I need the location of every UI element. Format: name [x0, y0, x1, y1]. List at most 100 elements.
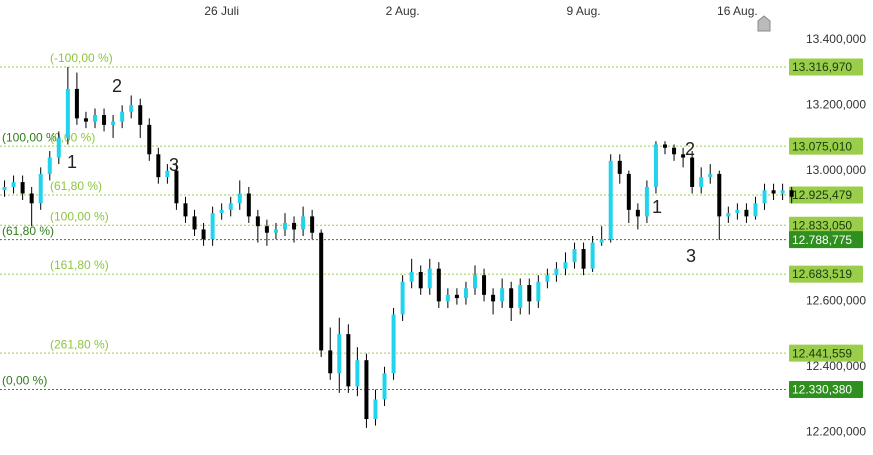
fib-label: (0,00 %): [2, 374, 47, 388]
candle-body: [373, 399, 378, 420]
candle-body: [771, 190, 776, 194]
y-tick-label: 12.400,000: [806, 359, 866, 373]
price-box: [789, 186, 863, 204]
candle-body: [382, 373, 387, 400]
fib-label: (61,80 %): [2, 224, 54, 238]
candle-body: [129, 105, 134, 112]
candle-body: [681, 154, 686, 158]
fib-label: (100,00 %): [50, 209, 109, 223]
x-tick-label: 26 Juli: [204, 4, 239, 18]
candle-body: [2, 186, 7, 191]
fib-label: (161,80 %): [50, 258, 109, 272]
fib-label: (-100,00 %): [50, 51, 113, 65]
candle-body: [183, 203, 188, 217]
candle-body: [29, 193, 34, 204]
candle-body: [156, 154, 161, 178]
candle-body: [400, 281, 405, 315]
candle-body: [445, 294, 450, 302]
candle-body: [301, 216, 306, 230]
candle-body: [436, 268, 441, 302]
wave-label: 1: [652, 197, 662, 217]
candle-body: [590, 242, 595, 269]
price-box: [789, 231, 863, 249]
price-box-label: 12.330,380: [792, 383, 852, 397]
candle-body: [102, 115, 107, 125]
candle-body: [518, 285, 523, 308]
candle-body: [192, 216, 197, 230]
candle-body: [165, 170, 170, 178]
candle-body: [427, 268, 432, 289]
candle-body: [753, 203, 758, 217]
y-tick-label: 13.200,000: [806, 97, 866, 111]
candle-body: [491, 294, 496, 302]
candle-body: [237, 193, 242, 204]
candle-body: [599, 239, 604, 243]
candle-body: [653, 144, 658, 187]
candle-body: [581, 249, 586, 269]
wave-label: 2: [112, 76, 122, 96]
candle-body: [147, 124, 152, 155]
price-box-label: 13.316,970: [792, 60, 852, 74]
candle-body: [355, 360, 360, 387]
candle-body: [138, 105, 143, 125]
candle-body: [735, 209, 740, 214]
candle-body: [65, 88, 70, 138]
candle-body: [699, 177, 704, 187]
candle-body: [690, 157, 695, 187]
candle-body: [744, 209, 749, 217]
price-box-label: 12.441,559: [792, 346, 852, 360]
y-tick-label: 12.200,000: [806, 424, 866, 438]
candle-body: [391, 314, 396, 374]
candle-body: [672, 147, 677, 155]
wave-label: 2: [685, 139, 695, 159]
candle-body: [264, 226, 269, 233]
candle-body: [563, 262, 568, 269]
candle-body: [337, 334, 342, 374]
candle-body: [626, 173, 631, 210]
candle-body: [364, 360, 369, 420]
candle-body: [454, 294, 459, 299]
candle-body: [509, 288, 514, 308]
price-box-label: 12.925,479: [792, 188, 852, 202]
candle-body: [482, 275, 487, 295]
candle-body: [708, 173, 713, 178]
price-box-label: 12.683,519: [792, 267, 852, 281]
candle-body: [120, 111, 125, 122]
candle-body: [409, 271, 414, 282]
price-box: [789, 265, 863, 283]
candle-body: [346, 334, 351, 387]
price-box-label: 12.833,050: [792, 218, 852, 232]
candle-body: [219, 209, 224, 214]
candle-body: [717, 173, 722, 217]
fib-label: (61,80 %): [50, 179, 102, 193]
candle-body: [527, 285, 532, 302]
candle-body: [473, 275, 477, 289]
price-box: [789, 381, 863, 399]
candle-body: [310, 216, 315, 233]
candle-body: [292, 222, 297, 230]
candle-body: [328, 350, 333, 374]
candle-body: [608, 160, 613, 240]
candle-body: [789, 190, 794, 197]
candle-body: [74, 88, 79, 119]
price-box: [789, 216, 863, 234]
price-box: [789, 58, 863, 76]
candle-body: [47, 157, 52, 174]
candle-body: [273, 229, 278, 233]
candle-body: [644, 186, 649, 217]
candle-body: [210, 213, 215, 240]
fib-label: (0,00 %): [50, 130, 95, 144]
candle-body: [635, 209, 640, 217]
candle-body: [111, 121, 116, 125]
y-tick-label: 13.400,000: [806, 32, 866, 46]
candle-body: [38, 173, 43, 204]
candle-body: [11, 182, 16, 187]
candle-body: [20, 182, 25, 194]
candle-body: [83, 118, 88, 122]
home-icon[interactable]: [757, 15, 771, 32]
y-tick-label: 12.600,000: [806, 294, 866, 308]
price-box-label: 12.788,775: [792, 233, 852, 247]
candle-body: [780, 190, 785, 194]
candle-body: [726, 213, 731, 217]
